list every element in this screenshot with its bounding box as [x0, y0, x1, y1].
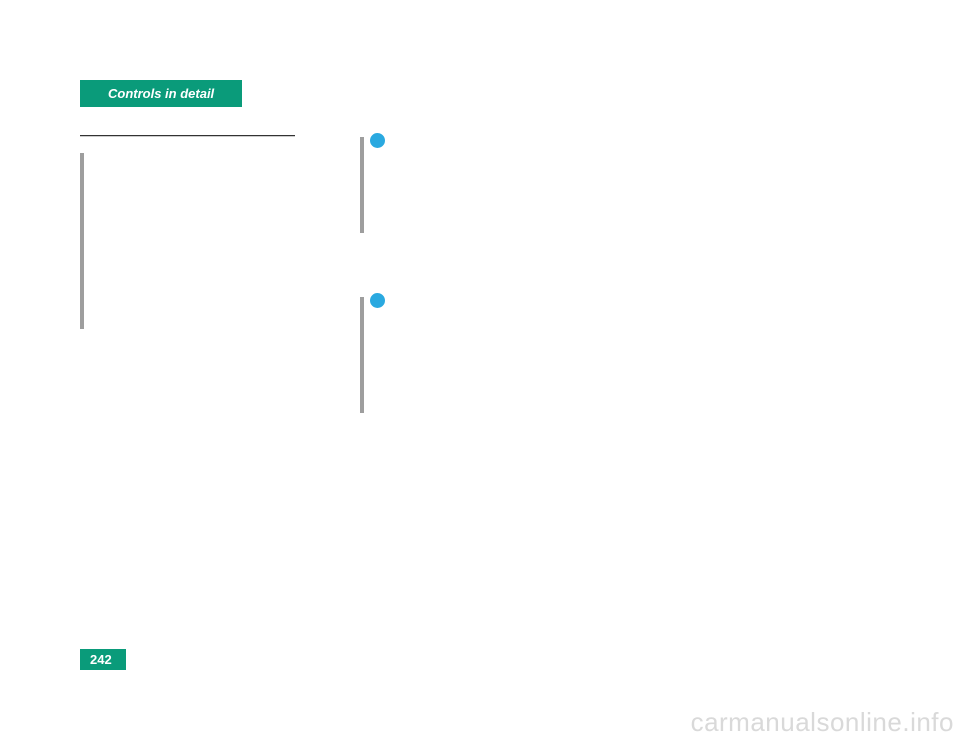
info-block	[360, 135, 600, 235]
info-icon	[370, 293, 385, 308]
text-block	[80, 151, 320, 331]
body-text-placeholder	[372, 295, 600, 415]
body-text-placeholder	[92, 151, 320, 331]
info-block	[360, 295, 600, 415]
info-icon	[370, 133, 385, 148]
watermark-text: carmanualsonline.info	[691, 707, 954, 738]
column-1	[80, 135, 320, 435]
content-columns	[80, 135, 880, 435]
body-text-placeholder	[372, 135, 600, 235]
page-number-badge: 242	[80, 649, 126, 670]
spacer	[360, 255, 600, 295]
section-divider	[80, 135, 295, 137]
manual-page: Controls in detail 242	[80, 80, 880, 640]
column-3	[640, 135, 880, 435]
section-tab: Controls in detail	[80, 80, 242, 107]
column-2	[360, 135, 600, 435]
